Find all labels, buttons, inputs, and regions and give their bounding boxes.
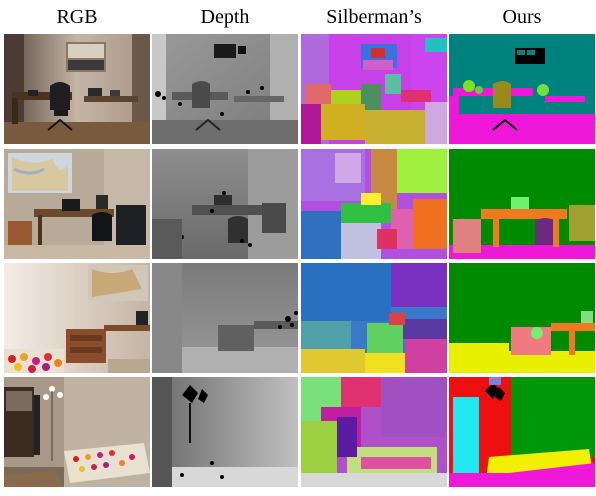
column-header-ours: Ours (502, 6, 542, 28)
silberman-segmentation-row3 (301, 263, 447, 373)
silberman-segmentation-row1 (301, 34, 447, 144)
column-header-rgb: RGB (56, 6, 98, 28)
column-header-silberman: Silberman’s (326, 6, 422, 28)
ours-segmentation-row1 (449, 34, 595, 144)
depth-image-row1 (152, 34, 298, 144)
rgb-image-row3 (4, 263, 150, 373)
depth-image-row3 (152, 263, 298, 373)
rgb-image-row1 (4, 34, 150, 144)
ours-segmentation-row4 (449, 377, 595, 487)
rgb-image-row4 (4, 377, 150, 487)
silberman-segmentation-row4 (301, 377, 447, 487)
column-header-depth: Depth (200, 6, 250, 28)
ours-segmentation-row2 (449, 149, 595, 259)
rgb-image-row2 (4, 149, 150, 259)
ours-segmentation-row3 (449, 263, 595, 373)
silberman-segmentation-row2 (301, 149, 447, 259)
depth-image-row2 (152, 149, 298, 259)
depth-image-row4 (152, 377, 298, 487)
